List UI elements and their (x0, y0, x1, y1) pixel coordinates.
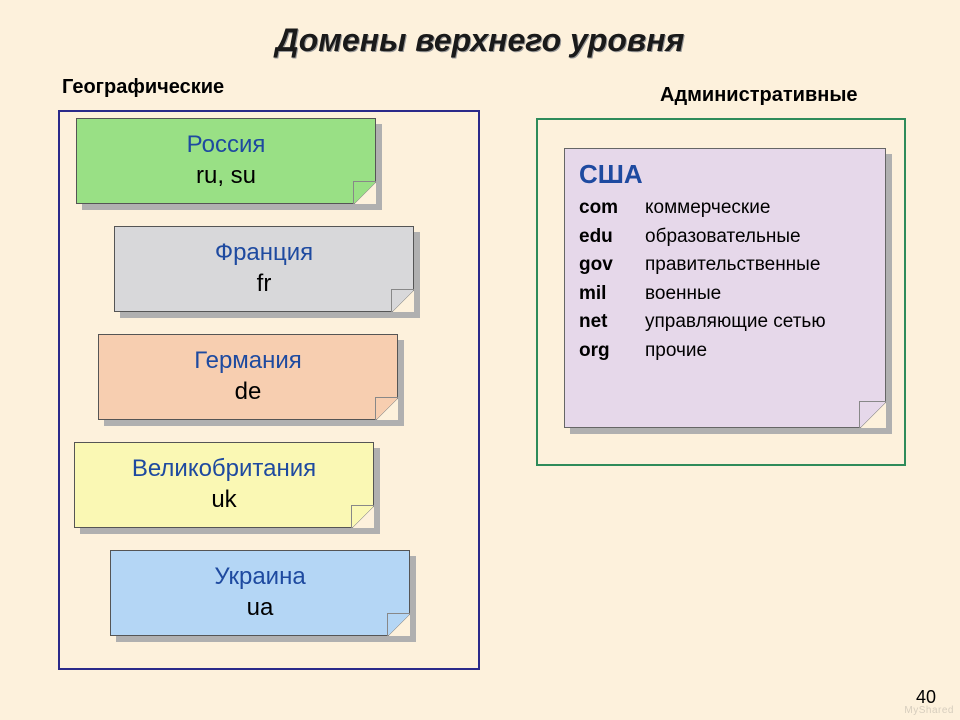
admin-desc: военные (645, 280, 871, 309)
country-code: uk (75, 484, 373, 515)
geo-section-label: Географические (62, 76, 224, 99)
country-code: de (99, 376, 397, 407)
admin-frame: США com коммерческие edu образовательные… (536, 118, 906, 466)
admin-code: org (579, 337, 645, 366)
admin-code: gov (579, 251, 645, 280)
admin-desc: управляющие сетью (645, 308, 871, 337)
admin-desc: коммерческие (645, 194, 871, 223)
admin-code: net (579, 308, 645, 337)
watermark: MyShared (904, 705, 954, 716)
admin-panel: США com коммерческие edu образовательные… (564, 148, 886, 428)
admin-code: edu (579, 223, 645, 252)
country-card-uk: Великобритания uk (74, 442, 374, 528)
admin-row: mil военные (579, 280, 871, 309)
admin-row: net управляющие сетью (579, 308, 871, 337)
admin-desc: образовательные (645, 223, 871, 252)
country-card-russia: Россия ru, su (76, 118, 376, 204)
country-card-france: Франция fr (114, 226, 414, 312)
admin-desc: прочие (645, 337, 871, 366)
country-code: ru, su (77, 160, 375, 191)
country-name: Украина (111, 561, 409, 592)
country-card-ukraine: Украина ua (110, 550, 410, 636)
page-title: Домены верхнего уровня (0, 0, 960, 59)
admin-row: org прочие (579, 337, 871, 366)
country-card-germany: Германия de (98, 334, 398, 420)
geo-frame: Россия ru, su Франция fr Германия de Вел… (58, 110, 480, 670)
admin-section-label: Административные (660, 84, 858, 107)
country-code: fr (115, 268, 413, 299)
country-name: Германия (99, 345, 397, 376)
admin-code: com (579, 194, 645, 223)
admin-country-name: США (579, 159, 871, 190)
admin-code: mil (579, 280, 645, 309)
admin-desc: правительственные (645, 251, 871, 280)
country-name: Великобритания (75, 453, 373, 484)
admin-row: edu образовательные (579, 223, 871, 252)
admin-row: gov правительственные (579, 251, 871, 280)
country-name: Франция (115, 237, 413, 268)
country-code: ua (111, 592, 409, 623)
admin-row: com коммерческие (579, 194, 871, 223)
country-name: Россия (77, 129, 375, 160)
